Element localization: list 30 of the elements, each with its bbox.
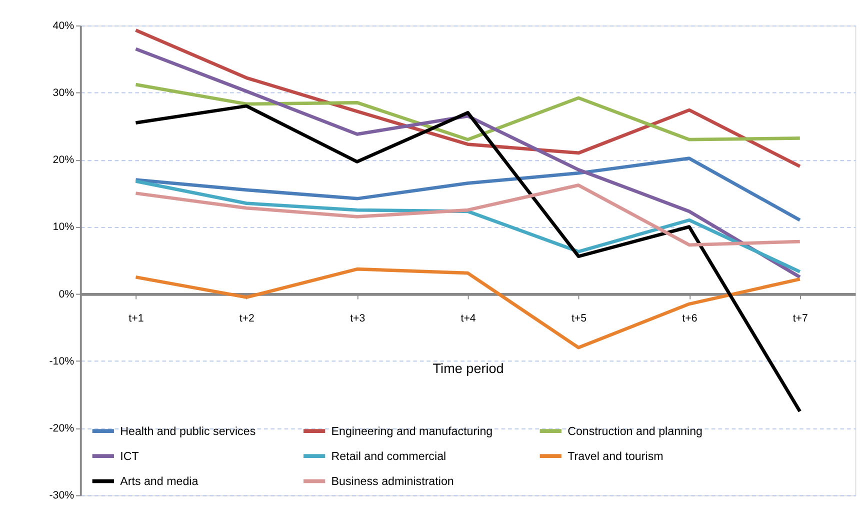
y-tick-label: -20% xyxy=(49,422,75,435)
x-tick-label: t+7 xyxy=(792,312,808,325)
legend-label: ICT xyxy=(120,450,139,463)
legend-label: Health and public services xyxy=(120,424,256,438)
y-tick-label: 0% xyxy=(58,288,75,300)
y-tick-label: 30% xyxy=(52,86,75,99)
legend-label: Engineering and manufacturing xyxy=(331,424,493,438)
y-tick-label: 10% xyxy=(52,221,75,234)
line-series xyxy=(134,47,802,279)
legend-label: Retail and commercial xyxy=(331,450,446,463)
y-tick-label: 20% xyxy=(52,154,75,166)
y-tick-label: -10% xyxy=(49,355,75,368)
x-tick-label: t+1 xyxy=(128,312,144,325)
line-series xyxy=(134,156,802,222)
y-tick-label: 40% xyxy=(52,20,75,32)
legend-label: Business administration xyxy=(331,475,454,488)
line-series xyxy=(134,184,802,247)
x-tick-label: t+6 xyxy=(682,312,698,325)
x-tick-label: t+2 xyxy=(239,312,255,325)
x-tick-label: t+5 xyxy=(571,312,587,325)
line-series xyxy=(134,28,802,168)
line-series xyxy=(134,179,802,274)
legend-label: Travel and tourism xyxy=(568,450,664,463)
legend-label: Construction and planning xyxy=(568,424,702,438)
x-tick-label: t+4 xyxy=(460,312,476,325)
legend-label: Arts and media xyxy=(120,475,199,488)
y-tick-label: -30% xyxy=(49,490,75,502)
x-axis-title: Time period xyxy=(432,360,504,376)
x-tick-label: t+3 xyxy=(350,312,366,325)
line-series xyxy=(134,82,802,142)
